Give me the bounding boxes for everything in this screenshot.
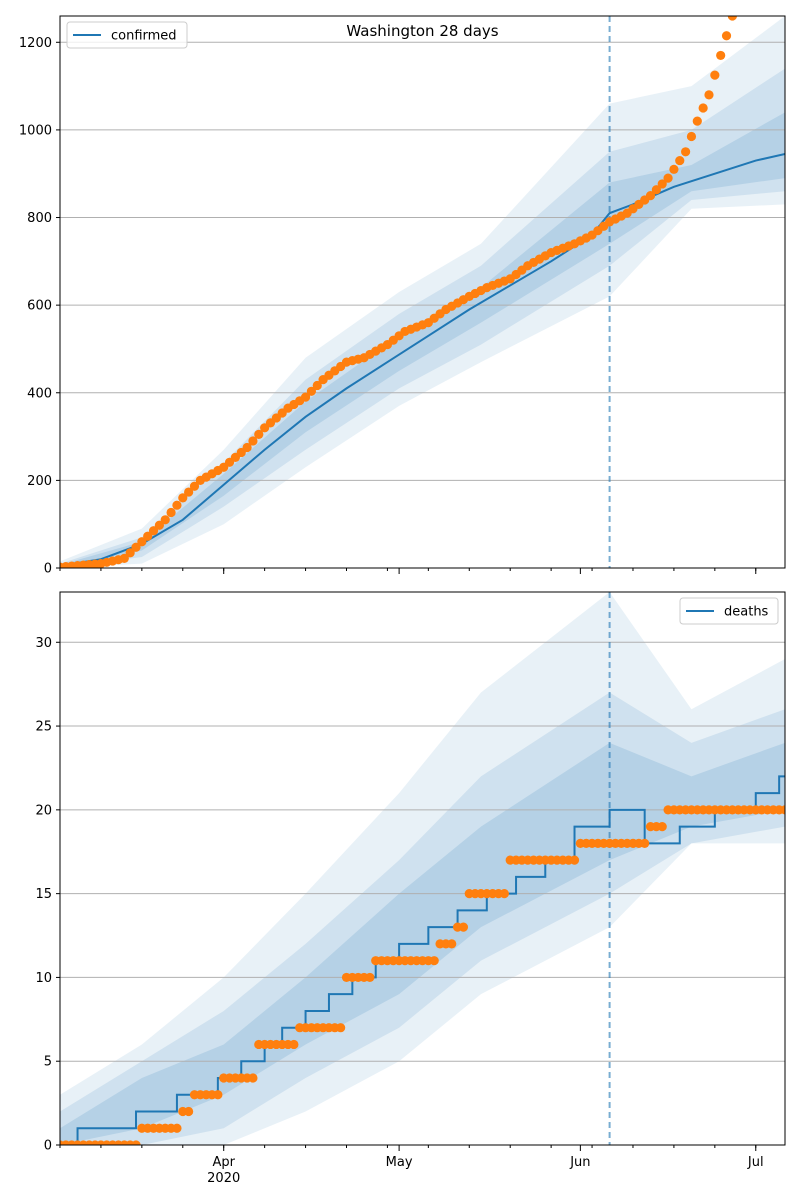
observed-point bbox=[300, 392, 311, 402]
observed-point bbox=[160, 515, 170, 525]
chart-title: Washington 28 days bbox=[346, 22, 498, 40]
observed-point bbox=[154, 520, 164, 530]
observed-point bbox=[651, 185, 661, 195]
observed-point bbox=[143, 531, 153, 541]
observed-point bbox=[248, 436, 258, 446]
observed-point bbox=[458, 922, 469, 932]
observed-point bbox=[447, 939, 457, 949]
y-tick-label: 600 bbox=[27, 299, 52, 314]
deaths-axes-frame bbox=[59, 591, 786, 1146]
observed-point bbox=[716, 50, 726, 61]
observed-point bbox=[172, 1123, 182, 1133]
legend-label-confirmed: confirmed bbox=[111, 29, 177, 44]
y-tick-label: 1000 bbox=[19, 123, 52, 138]
series-line-confirmed bbox=[60, 153, 785, 567]
confirmed-y-axis: 0 200 400 600 800 1000 1200 bbox=[19, 36, 60, 577]
x-tick-label: Jul bbox=[747, 1155, 764, 1170]
observed-point bbox=[166, 507, 176, 518]
observed-point bbox=[681, 147, 691, 157]
observed-point bbox=[178, 493, 188, 503]
observed-point bbox=[686, 131, 697, 142]
observed-point bbox=[640, 838, 650, 848]
observed-point bbox=[189, 481, 200, 491]
x-tick-label: Jun bbox=[569, 1155, 590, 1170]
y-tick-label: 400 bbox=[27, 386, 52, 401]
y-tick-label: 0 bbox=[44, 562, 52, 577]
band-outer bbox=[60, 16, 785, 568]
y-tick-label: 1200 bbox=[19, 36, 52, 51]
observed-point bbox=[131, 542, 141, 552]
observed-point bbox=[569, 855, 580, 865]
observed-point bbox=[306, 386, 317, 396]
band-middle bbox=[60, 692, 785, 1145]
observed-point bbox=[184, 487, 194, 497]
observed-point bbox=[698, 103, 708, 113]
observed-point bbox=[242, 442, 252, 453]
confirmed-observed-points bbox=[60, 16, 737, 568]
confirmed-axes-frame bbox=[59, 15, 786, 569]
observed-point bbox=[119, 553, 129, 563]
observed-point bbox=[429, 956, 439, 966]
observed-point bbox=[657, 179, 667, 189]
observed-point bbox=[213, 1090, 223, 1100]
observed-point bbox=[125, 548, 135, 558]
deaths-legend: deaths bbox=[679, 597, 779, 625]
observed-point bbox=[336, 1023, 346, 1033]
legend-label-deaths: deaths bbox=[724, 605, 769, 620]
observed-point bbox=[721, 31, 732, 41]
observed-point bbox=[663, 173, 673, 183]
observed-point bbox=[312, 380, 322, 391]
band-middle bbox=[60, 68, 785, 568]
confirmed-model-line bbox=[60, 153, 785, 567]
observed-point bbox=[131, 1140, 141, 1145]
legend-box bbox=[66, 21, 188, 49]
y-tick-label: 25 bbox=[35, 720, 52, 735]
confirmed-panel: 0 200 400 600 800 1000 1200 Washington 28 days… bbox=[19, 15, 786, 577]
y-tick-label: 20 bbox=[35, 803, 52, 818]
y-tick-label: 200 bbox=[27, 474, 52, 489]
y-tick-label: 10 bbox=[35, 971, 52, 986]
observed-point bbox=[645, 191, 656, 201]
observed-point bbox=[704, 90, 714, 100]
observed-point bbox=[675, 155, 685, 166]
x-tick-sublabel: 2020 bbox=[207, 1171, 240, 1186]
observed-point bbox=[499, 889, 509, 899]
y-tick-label: 15 bbox=[35, 887, 52, 902]
observed-point bbox=[248, 1073, 258, 1083]
observed-point bbox=[710, 70, 720, 80]
observed-point bbox=[184, 1106, 194, 1117]
deaths-gridlines bbox=[60, 641, 785, 1146]
observed-point bbox=[365, 972, 375, 983]
y-tick-label: 800 bbox=[27, 211, 52, 226]
observed-point bbox=[148, 526, 159, 536]
observed-point bbox=[780, 805, 785, 815]
deaths-observed-points bbox=[60, 805, 785, 1145]
observed-point bbox=[657, 822, 667, 832]
y-tick-label: 30 bbox=[35, 636, 52, 651]
legend-box bbox=[679, 597, 779, 625]
observed-point bbox=[727, 16, 737, 21]
y-tick-label: 5 bbox=[44, 1055, 52, 1070]
observed-point bbox=[692, 116, 702, 126]
band-outer bbox=[60, 592, 785, 1145]
observed-point bbox=[172, 500, 182, 510]
y-tick-label: 0 bbox=[44, 1139, 52, 1154]
x-tick-label: Apr bbox=[212, 1155, 235, 1170]
observed-point bbox=[254, 429, 264, 439]
confirmed-x-axis bbox=[59, 568, 757, 574]
observed-point bbox=[137, 537, 147, 547]
observed-point bbox=[289, 1039, 299, 1050]
deaths-y-axis: 0 5 10 15 20 25 30 bbox=[35, 636, 60, 1154]
observed-point bbox=[669, 164, 679, 174]
confirmed-legend: confirmed bbox=[66, 21, 188, 49]
x-tick-label: May bbox=[386, 1155, 413, 1170]
